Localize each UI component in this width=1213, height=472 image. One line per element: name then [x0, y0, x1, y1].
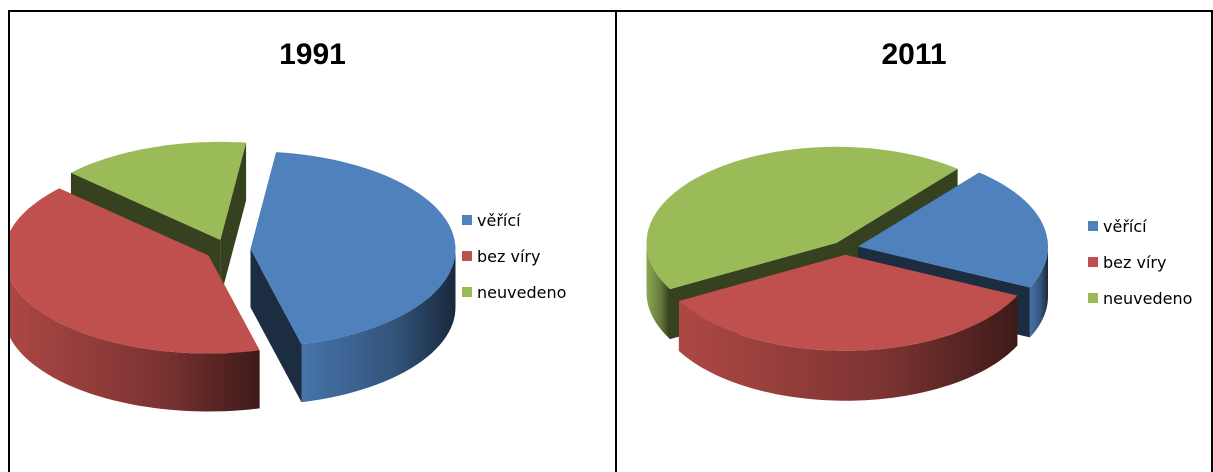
- pie-slice-side: [301, 247, 456, 403]
- legend: věřící bez víry neuvedeno: [462, 202, 566, 310]
- chart-panel-1991: 1991 věřící bez víry neuvedeno: [8, 10, 616, 472]
- pie-slice-side: [1029, 246, 1048, 338]
- pie-slice-top: [646, 146, 958, 290]
- legend-item-vetici: věřící: [1088, 208, 1192, 244]
- chart-panel-2011: 2011 věřící bez víry neuvedeno: [616, 10, 1213, 472]
- pie-slice-bez-viry: [10, 188, 260, 412]
- legend-swatch-red: [462, 251, 472, 261]
- legend-label: věřící: [1103, 216, 1147, 236]
- pie-chart-1991: [10, 141, 456, 412]
- legend-swatch-green: [1088, 293, 1098, 303]
- legend-label: věřící: [477, 210, 521, 230]
- legend: věřící bez víry neuvedeno: [1088, 208, 1192, 316]
- chart-title: 2011: [881, 38, 947, 71]
- chart-title: 1991: [279, 38, 346, 71]
- legend-swatch-blue: [462, 215, 472, 225]
- pie-slice-side: [10, 279, 260, 412]
- legend-item-bez-viry: bez víry: [1088, 244, 1192, 280]
- pie-slice-vetici: [250, 152, 456, 403]
- legend-swatch-green: [462, 287, 472, 297]
- pie-slice-top: [70, 141, 247, 240]
- legend-label: neuvedeno: [1103, 288, 1193, 308]
- legend-swatch-red: [1088, 257, 1098, 267]
- legend-swatch-blue: [1088, 221, 1098, 231]
- pie-slice-wall: [220, 142, 247, 298]
- legend-label: neuvedeno: [477, 282, 567, 302]
- pie-slice-side: [646, 242, 670, 340]
- legend-item-bez-viry: bez víry: [462, 238, 566, 274]
- pie-slice-top: [250, 152, 456, 345]
- pie-slice-wall: [250, 249, 302, 403]
- legend-label: bez víry: [477, 246, 541, 266]
- legend-label: bez víry: [1103, 252, 1167, 272]
- legend-item-neuvedeno: neuvedeno: [1088, 280, 1192, 316]
- pie-slice-top: [10, 188, 260, 354]
- pie-slice-top: [857, 172, 1048, 288]
- pie-slice-bez-viry: [678, 254, 1018, 401]
- pie-slice-top: [678, 254, 1018, 351]
- pie-chart-2011: [646, 146, 1048, 401]
- pie-slice-side: [678, 295, 1018, 401]
- legend-item-vetici: věřící: [462, 202, 566, 238]
- legend-item-neuvedeno: neuvedeno: [462, 274, 566, 310]
